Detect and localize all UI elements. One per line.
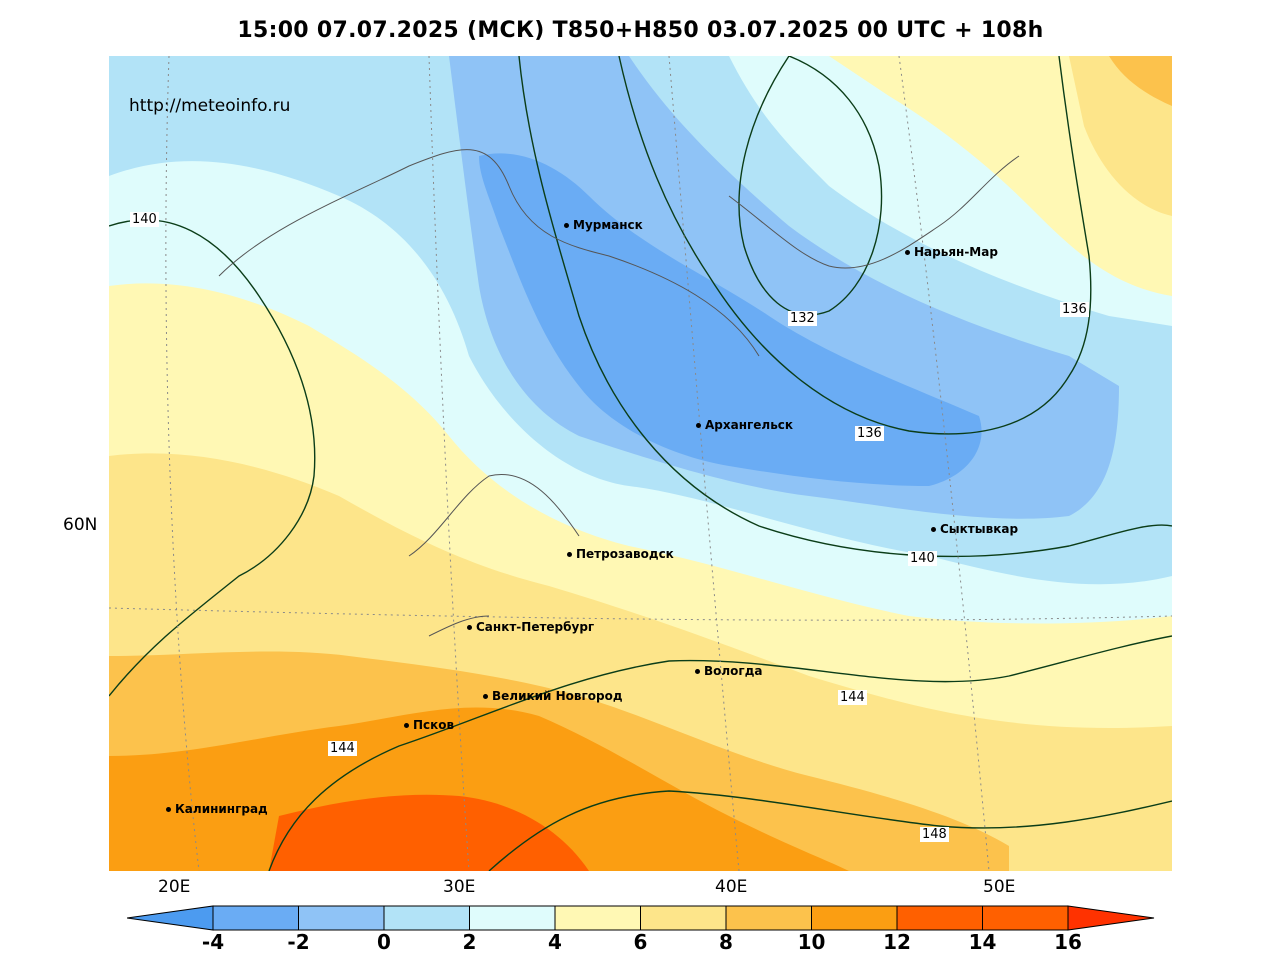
- city-murmansk: Мурманск: [564, 218, 643, 232]
- colorbar-arrow-low: [126, 905, 214, 931]
- lon-label: 50E: [983, 877, 1016, 897]
- city-syktyvkar: Сыктывкар: [931, 522, 1018, 536]
- colorbar-segment: [725, 905, 812, 931]
- contour-label: 144: [838, 690, 867, 705]
- graticule: [109, 56, 1172, 871]
- lat-label: 60N: [63, 515, 98, 535]
- city-label: Калининград: [175, 802, 268, 816]
- zone-minus2-0: [479, 153, 982, 486]
- colorbar-segment: [811, 905, 898, 931]
- city-label: Архангельск: [705, 418, 794, 432]
- colorbar-tick-label: 14: [968, 930, 997, 954]
- city-dot-icon: [467, 625, 472, 630]
- city-dot-icon: [166, 807, 171, 812]
- city-dot-icon: [695, 669, 700, 674]
- colorbar-arrow-high: [1067, 905, 1155, 931]
- city-pskov: Псков: [404, 718, 454, 732]
- city-label: Мурманск: [573, 218, 643, 232]
- coastline: [218, 149, 1020, 637]
- colorbar-tick-label: 0: [377, 930, 391, 954]
- city-dot-icon: [931, 527, 936, 532]
- colorbar-tick-label: 12: [883, 930, 911, 954]
- contour-label: 144: [328, 741, 357, 756]
- city-veliky-novgorod: Великий Новгород: [483, 689, 623, 703]
- colorbar-tick-label: -2: [287, 930, 310, 954]
- city-dot-icon: [483, 694, 488, 699]
- colorbar-segment: [469, 905, 556, 931]
- city-label: Вологда: [704, 664, 763, 678]
- zone-8-10-north: [1069, 56, 1172, 216]
- city-kaliningrad: Калининград: [166, 802, 268, 816]
- colorbar-tick-label: 2: [462, 930, 477, 954]
- colorbar-tick-label: -4: [201, 930, 225, 954]
- city-arkhangelsk: Архангельск: [696, 418, 793, 432]
- city-label: Петрозаводск: [576, 547, 674, 561]
- colorbar-svg: [126, 905, 1155, 931]
- colorbar-segment: [383, 905, 470, 931]
- colorbar: [126, 905, 1157, 935]
- colorbar-tick-label: 8: [719, 930, 733, 954]
- map-title: 15:00 07.07.2025 (МСК) T850+H850 03.07.2…: [237, 18, 1044, 43]
- colorbar-segment: [896, 905, 983, 931]
- colorbar-segment: [212, 905, 299, 931]
- source-url: http://meteoinfo.ru: [129, 96, 291, 116]
- contour-lines: [109, 56, 1172, 871]
- colorbar-segment: [554, 905, 641, 931]
- colorbar-tick-label: 6: [633, 930, 648, 954]
- contour-label: 140: [908, 551, 937, 566]
- city-dot-icon: [404, 723, 409, 728]
- city-dot-icon: [905, 250, 910, 255]
- colorbar-tick-label: 16: [1054, 930, 1082, 954]
- city-label: Великий Новгород: [492, 689, 623, 703]
- map-svg: [109, 56, 1172, 871]
- colorbar-tick-label: 10: [797, 930, 826, 954]
- contour-label: 136: [1060, 302, 1089, 317]
- city-dot-icon: [696, 423, 701, 428]
- city-label: Сыктывкар: [940, 522, 1019, 536]
- colorbar-segment: [640, 905, 727, 931]
- zone-10-12-north: [1109, 56, 1172, 106]
- city-petrozavodsk: Петрозаводск: [567, 547, 674, 561]
- city-label: Санкт-Петербург: [476, 620, 595, 634]
- city-dot-icon: [564, 223, 569, 228]
- lon-label: 40E: [715, 877, 748, 897]
- city-dot-icon: [567, 552, 572, 557]
- lon-label: 30E: [443, 877, 476, 897]
- colorbar-segment: [298, 905, 385, 931]
- colorbar-tick-label: 4: [548, 930, 562, 954]
- city-vologda: Вологда: [695, 664, 762, 678]
- city-naryan-mar: Нарьян-Мар: [905, 245, 998, 259]
- contour-label: 132: [788, 311, 817, 326]
- contour-label: 140: [130, 212, 159, 227]
- lon-label: 20E: [158, 877, 191, 897]
- contour-label: 148: [920, 827, 949, 842]
- contour-label: 136: [855, 426, 884, 441]
- temperature-map: [109, 56, 1172, 871]
- city-label: Псков: [413, 718, 455, 732]
- colorbar-segment: [982, 905, 1069, 931]
- zone-14-16: [269, 794, 589, 871]
- city-saint-petersburg: Санкт-Петербург: [467, 620, 594, 634]
- city-label: Нарьян-Мар: [914, 245, 998, 259]
